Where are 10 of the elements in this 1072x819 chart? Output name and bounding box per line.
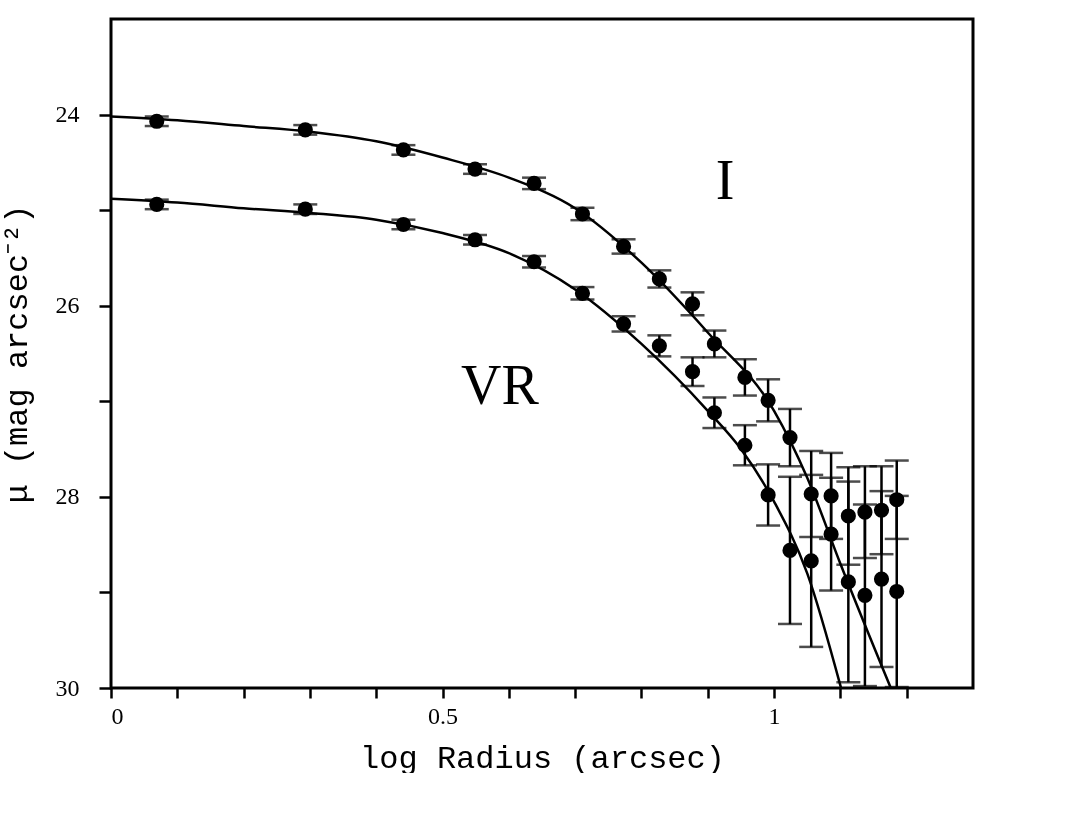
annotation: VR — [461, 354, 540, 416]
y-tick-label: 30 — [55, 674, 80, 701]
y-tick-label: 26 — [55, 292, 80, 319]
x-tick-label: 0 — [111, 702, 124, 729]
y-axis-title: μ (mag arcsec⁻²) — [0, 204, 37, 504]
y-tick-label: 28 — [55, 483, 80, 510]
y-tick-label: 24 — [55, 101, 80, 128]
annotation: I — [715, 149, 735, 211]
x-tick-label: 1 — [768, 702, 781, 729]
x-tick-label: 0.5 — [428, 702, 459, 729]
